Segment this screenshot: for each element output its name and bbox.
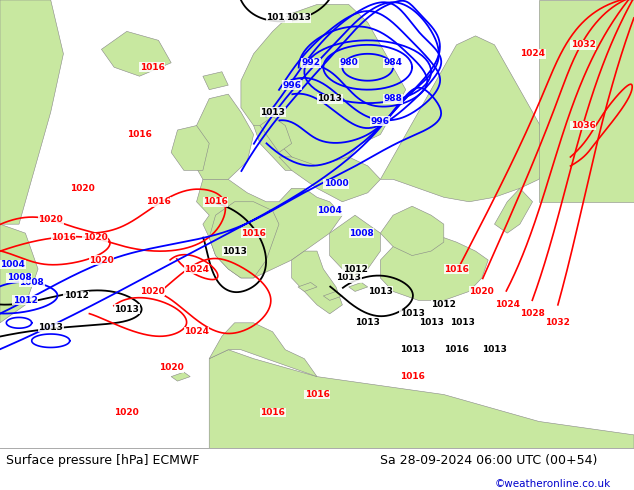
Polygon shape [323, 292, 342, 300]
Text: 1012: 1012 [13, 296, 38, 305]
Text: 1012: 1012 [342, 265, 368, 273]
Text: Surface pressure [hPa] ECMWF: Surface pressure [hPa] ECMWF [6, 454, 200, 467]
Text: 1013: 1013 [399, 309, 425, 318]
Text: 988: 988 [384, 94, 403, 103]
Text: 1013: 1013 [114, 305, 139, 314]
Text: 1032: 1032 [571, 40, 596, 49]
Polygon shape [171, 372, 190, 381]
Text: 1016: 1016 [304, 390, 330, 399]
Text: 1016: 1016 [399, 372, 425, 381]
Text: 1016: 1016 [260, 408, 285, 417]
Text: 1013: 1013 [266, 13, 292, 23]
Text: 1013: 1013 [222, 246, 247, 256]
Text: 1028: 1028 [520, 309, 545, 318]
Text: 1020: 1020 [114, 408, 139, 417]
Polygon shape [0, 0, 63, 224]
Text: 1020: 1020 [70, 184, 95, 193]
Text: 1024: 1024 [184, 265, 209, 273]
Text: 1016: 1016 [146, 197, 171, 206]
Text: 1004: 1004 [317, 206, 342, 215]
Polygon shape [101, 31, 171, 76]
Polygon shape [298, 282, 317, 292]
Polygon shape [349, 282, 368, 292]
Text: 980: 980 [339, 58, 358, 67]
Text: 1013: 1013 [38, 323, 63, 332]
Polygon shape [260, 117, 292, 152]
Polygon shape [209, 323, 317, 377]
Text: 1024: 1024 [184, 327, 209, 336]
Text: 1016: 1016 [127, 130, 152, 139]
Polygon shape [330, 215, 380, 278]
Text: 1013: 1013 [418, 318, 444, 327]
Polygon shape [495, 188, 533, 233]
Polygon shape [254, 125, 304, 171]
Polygon shape [209, 202, 279, 278]
Text: 1020: 1020 [82, 233, 108, 242]
Text: 1020: 1020 [139, 287, 165, 296]
Text: 1024: 1024 [495, 300, 520, 309]
Text: Sa 28-09-2024 06:00 UTC (00+54): Sa 28-09-2024 06:00 UTC (00+54) [380, 454, 598, 467]
Text: 1008: 1008 [6, 273, 32, 282]
Text: 1016: 1016 [139, 63, 165, 72]
Polygon shape [209, 350, 634, 448]
Text: 1013: 1013 [355, 318, 380, 327]
Text: 1004: 1004 [0, 260, 25, 269]
Text: 1036: 1036 [571, 121, 596, 130]
Text: 1032: 1032 [545, 318, 571, 327]
Polygon shape [380, 36, 552, 202]
Polygon shape [380, 233, 488, 300]
Text: 1013: 1013 [285, 13, 311, 23]
Polygon shape [539, 0, 634, 202]
Text: 1020: 1020 [158, 363, 184, 372]
Text: ©weatheronline.co.uk: ©weatheronline.co.uk [495, 479, 611, 489]
Text: 1024: 1024 [520, 49, 545, 58]
Polygon shape [203, 72, 228, 90]
Polygon shape [197, 179, 342, 278]
Text: 1016: 1016 [444, 265, 469, 273]
Polygon shape [279, 157, 380, 202]
Polygon shape [241, 4, 406, 171]
Polygon shape [190, 94, 254, 179]
Text: 1012: 1012 [63, 292, 89, 300]
Text: 1013: 1013 [368, 287, 393, 296]
Text: 996: 996 [282, 81, 301, 90]
Text: 1012: 1012 [431, 300, 456, 309]
Text: 1020: 1020 [89, 256, 114, 265]
Text: 1020: 1020 [469, 287, 495, 296]
Text: 1013: 1013 [450, 318, 476, 327]
Text: 1020: 1020 [38, 215, 63, 224]
Text: 1000: 1000 [324, 179, 348, 188]
Polygon shape [0, 224, 38, 323]
Text: 984: 984 [384, 58, 403, 67]
Polygon shape [292, 251, 342, 314]
Text: 1016: 1016 [51, 233, 76, 242]
Text: 1013: 1013 [317, 94, 342, 103]
Polygon shape [171, 125, 209, 171]
Polygon shape [380, 206, 444, 256]
Text: 1016: 1016 [203, 197, 228, 206]
Text: 1013: 1013 [482, 345, 507, 354]
Text: 1008: 1008 [19, 278, 44, 287]
Text: 992: 992 [301, 58, 320, 67]
Text: 1016: 1016 [444, 345, 469, 354]
Text: 996: 996 [371, 117, 390, 125]
Text: 1013: 1013 [336, 273, 361, 282]
Text: 1016: 1016 [241, 229, 266, 238]
Text: 1013: 1013 [260, 108, 285, 117]
Text: 1013: 1013 [399, 345, 425, 354]
Text: 1008: 1008 [349, 229, 374, 238]
